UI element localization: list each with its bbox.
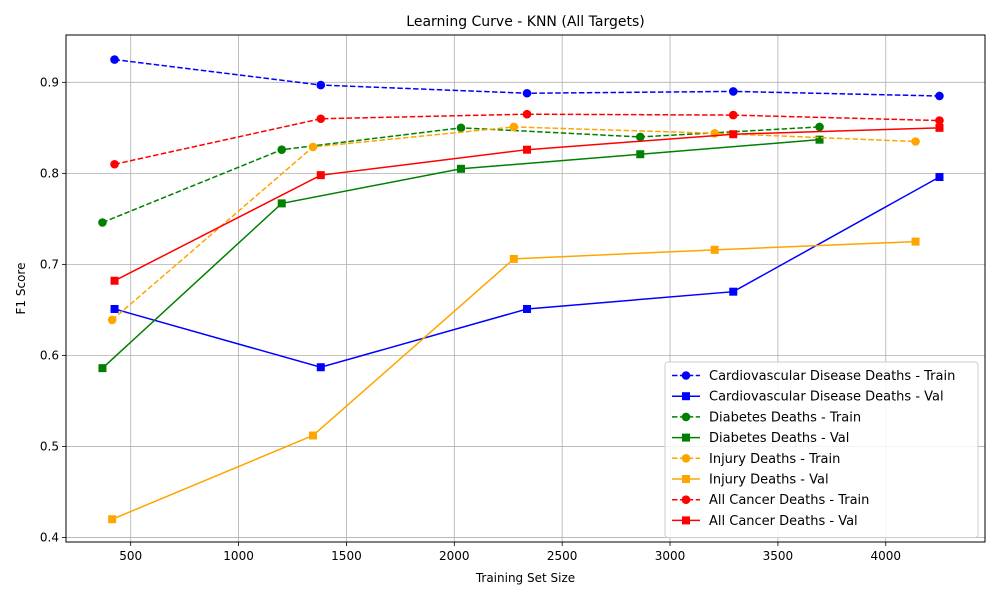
legend: Cardiovascular Disease Deaths - Train Car… xyxy=(664,361,979,539)
y-tick-label: 0.8 xyxy=(40,166,59,180)
x-tick-label: 1500 xyxy=(331,549,362,563)
series-4 xyxy=(107,122,920,325)
data-point xyxy=(309,431,318,440)
x-tick-label: 3500 xyxy=(763,549,794,563)
data-point xyxy=(110,276,119,285)
data-point xyxy=(107,315,117,325)
data-point xyxy=(277,145,287,154)
data-point xyxy=(316,363,325,372)
data-point xyxy=(729,130,738,139)
data-point xyxy=(110,55,119,64)
data-point xyxy=(509,254,518,263)
legend-box xyxy=(664,361,979,539)
legend-entry: All Cancer Deaths - Train xyxy=(672,493,869,508)
legend-entry: Diabetes Deaths - Val xyxy=(672,431,849,446)
series-layer xyxy=(98,55,944,524)
data-point xyxy=(98,364,107,373)
data-point xyxy=(935,91,944,101)
series-line xyxy=(114,113,940,165)
legend-marker xyxy=(681,412,691,422)
x-tick-label: 1000 xyxy=(223,549,254,563)
legend-label: Diabetes Deaths - Train xyxy=(709,410,861,425)
legend-entry: Injury Deaths - Val xyxy=(672,473,829,488)
y-tick-label: 0.4 xyxy=(40,530,59,544)
y-tick-label: 0.6 xyxy=(40,348,59,362)
data-point xyxy=(316,171,325,180)
data-point xyxy=(456,164,465,173)
data-point xyxy=(522,109,532,119)
legend-label: Injury Deaths - Val xyxy=(709,473,829,488)
series-5 xyxy=(108,237,920,524)
x-tick-label: 2500 xyxy=(547,549,578,563)
series-2 xyxy=(98,122,824,227)
data-point xyxy=(728,87,738,96)
legend-marker xyxy=(682,392,690,401)
y-tick-label: 0.5 xyxy=(40,439,59,453)
legend-label: All Cancer Deaths - Train xyxy=(709,493,869,508)
legend-marker xyxy=(681,371,691,380)
legend-marker xyxy=(681,454,691,463)
series-7 xyxy=(110,123,944,285)
plot-area xyxy=(65,34,986,543)
legend-entry: Diabetes Deaths - Train xyxy=(672,410,861,425)
data-point xyxy=(911,137,920,146)
data-point xyxy=(635,132,645,142)
data-point xyxy=(636,150,645,159)
data-point xyxy=(108,515,117,524)
legend-label: Diabetes Deaths - Val xyxy=(709,431,849,446)
legend-label: All Cancer Deaths - Val xyxy=(709,514,858,529)
series-0 xyxy=(110,55,944,101)
data-point xyxy=(522,88,532,98)
data-point xyxy=(935,116,944,125)
data-point xyxy=(728,110,738,120)
y-axis-label: F1 Score xyxy=(14,263,28,315)
data-point xyxy=(935,172,944,181)
legend-marker xyxy=(682,433,690,442)
data-point xyxy=(98,218,107,227)
data-point xyxy=(911,237,920,246)
y-tick-label: 0.9 xyxy=(40,75,59,89)
legend-marker xyxy=(681,495,691,505)
data-point xyxy=(935,123,944,132)
data-point xyxy=(523,145,532,154)
x-tick-label: 500 xyxy=(119,549,142,563)
legend-entry: Cardiovascular Disease Deaths - Train xyxy=(672,369,955,384)
data-point xyxy=(815,135,824,144)
series-1 xyxy=(110,172,944,372)
data-point xyxy=(456,123,466,133)
x-tick-label: 3000 xyxy=(655,549,686,563)
x-tick-label: 2000 xyxy=(439,549,470,563)
legend-label: Cardiovascular Disease Deaths - Val xyxy=(709,390,944,405)
legend-entry: Cardiovascular Disease Deaths - Val xyxy=(672,390,944,405)
legend-label: Injury Deaths - Train xyxy=(709,452,840,467)
data-point xyxy=(509,122,519,132)
data-point xyxy=(729,287,738,296)
y-tick-label: 0.7 xyxy=(40,257,59,271)
legend-entry: All Cancer Deaths - Val xyxy=(672,514,858,529)
data-point xyxy=(308,142,318,152)
axis-ticks: 500 1000 1500 2000 2500 3000 3500 4000 0.4 0.5 0.6… xyxy=(40,75,901,563)
data-point xyxy=(277,199,286,208)
legend-marker xyxy=(682,516,690,525)
data-point xyxy=(523,304,532,313)
legend-label: Cardiovascular Disease Deaths - Train xyxy=(709,369,955,384)
data-point xyxy=(110,159,119,169)
data-point xyxy=(710,245,719,254)
legend-entry: Injury Deaths - Train xyxy=(672,452,840,467)
data-point xyxy=(110,304,119,313)
chart-title: Learning Curve - KNN (All Targets) xyxy=(406,14,644,30)
data-point xyxy=(316,114,326,124)
data-point xyxy=(316,80,326,90)
series-6 xyxy=(110,109,944,169)
series-3 xyxy=(98,135,824,373)
data-point xyxy=(815,122,824,132)
legend-marker xyxy=(682,475,690,483)
x-axis-label: Training Set Size xyxy=(475,571,575,585)
x-tick-label: 4000 xyxy=(870,549,901,563)
